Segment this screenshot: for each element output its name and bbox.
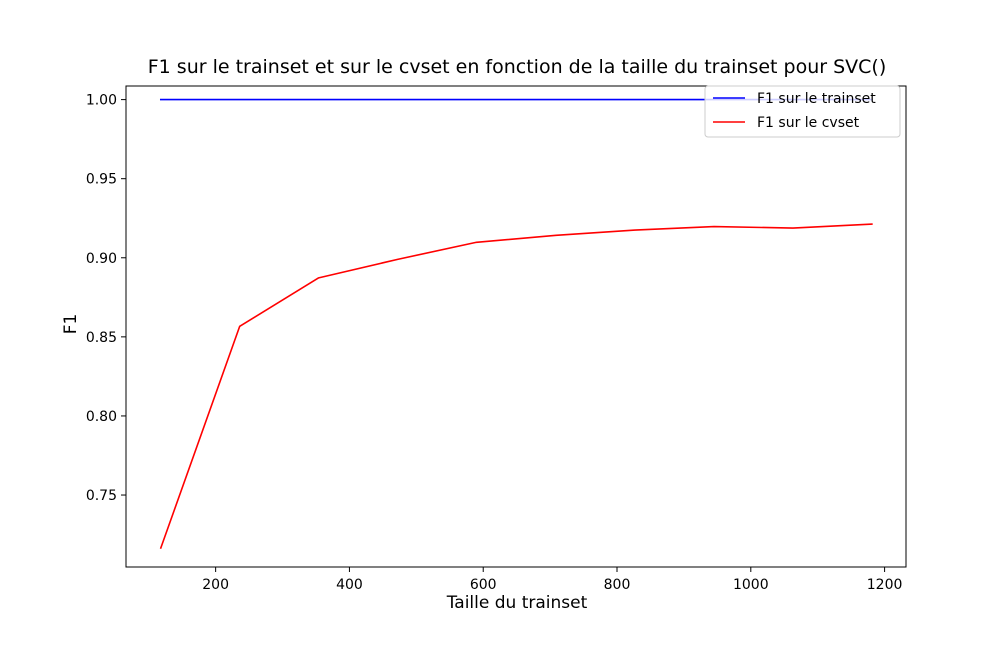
legend-label-2: F1 sur le cvset bbox=[757, 115, 860, 131]
chart-title: F1 sur le trainset et sur le cvset en fo… bbox=[148, 56, 887, 78]
x-axis-label: Taille du trainset bbox=[446, 593, 588, 613]
x-tick-label: 400 bbox=[336, 577, 363, 593]
axes-frame bbox=[125, 85, 907, 568]
x-tick-label: 1000 bbox=[733, 577, 769, 593]
y-axis-label: F1 bbox=[61, 314, 81, 335]
legend-box bbox=[704, 85, 901, 138]
y-tick-label: 0.95 bbox=[86, 172, 117, 188]
x-tick-label: 200 bbox=[202, 577, 229, 593]
x-tick-label: 800 bbox=[604, 577, 631, 593]
x-tick-label: 1200 bbox=[867, 577, 903, 593]
y-tick-label: 0.80 bbox=[86, 409, 117, 425]
plot-area: 200 400 600 800 1000 1200 0.75 0.80 0.85 0.90 0.95… bbox=[86, 85, 907, 593]
y-tick-label: 0.85 bbox=[86, 330, 117, 346]
legend[interactable]: F1 sur le trainset F1 sur le cvset bbox=[704, 85, 901, 138]
series-line-2 bbox=[159, 223, 873, 550]
x-tick-label: 600 bbox=[470, 577, 497, 593]
legend-label-1: F1 sur le trainset bbox=[757, 91, 876, 107]
y-tick-label: 1.00 bbox=[86, 93, 117, 109]
y-tick-label: 0.75 bbox=[86, 488, 117, 504]
y-tick-label: 0.90 bbox=[86, 251, 117, 267]
